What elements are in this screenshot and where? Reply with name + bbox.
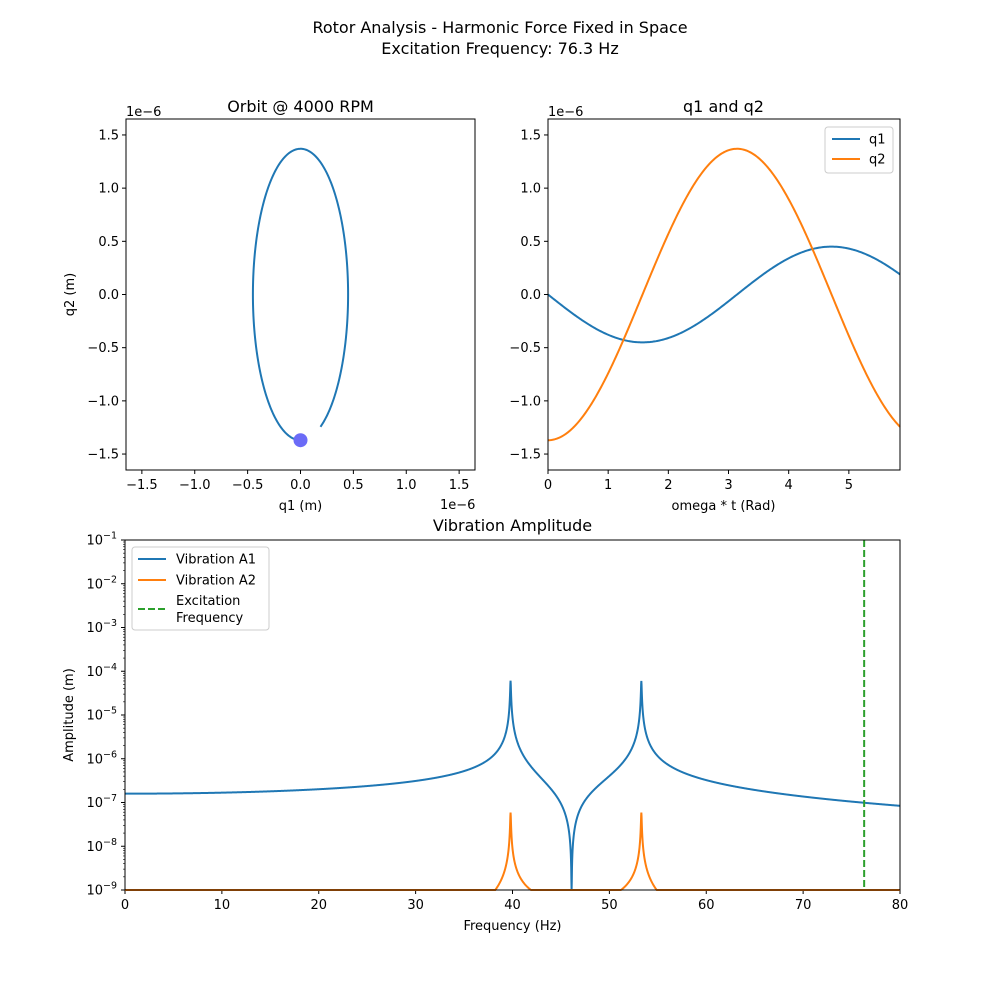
- freq-xtick-label: 80: [892, 898, 909, 913]
- time-ytick-label: −0.5: [509, 341, 541, 356]
- freq-title: Vibration Amplitude: [433, 516, 592, 535]
- freq-ytick-label: 10−4: [86, 662, 117, 680]
- freq-legend-box: [131, 546, 270, 631]
- freq-xtick-label: 40: [504, 898, 521, 913]
- freq-xtick-label: 0: [121, 898, 129, 913]
- figure-title-line2: Excitation Frequency: 76.3 Hz: [381, 39, 619, 58]
- freq-ytick-label: 10−3: [86, 618, 117, 636]
- orbit-xtick-label: −1.5: [126, 478, 158, 493]
- legend-q2-label: q2: [869, 153, 886, 168]
- freq-xtick-label: 20: [310, 898, 327, 913]
- orbit-y-offset: 1e−6: [126, 105, 161, 120]
- orbit-ylabel: q2 (m): [63, 273, 78, 316]
- orbit-line: [251, 147, 350, 442]
- freq-ytick-label: 10−9: [86, 881, 117, 899]
- freq-xtick-label: 10: [214, 898, 231, 913]
- freq-xtick-label: 50: [601, 898, 618, 913]
- orbit-ytick-label: −1.0: [87, 394, 119, 409]
- orbit-axes-frame: [125, 118, 476, 471]
- freq-ylabel: Amplitude (m): [62, 668, 77, 762]
- orbit-ytick-label: 0.5: [98, 235, 119, 250]
- orbit-ytick-label: 1.5: [98, 128, 119, 143]
- legend-q1-label: q1: [869, 133, 886, 148]
- time-ytick-label: −1.0: [509, 394, 541, 409]
- series-q2-line: [547, 147, 901, 442]
- freq-subplot: Vibration Amplitude Frequency (Hz) Ampli…: [62, 516, 908, 934]
- freq-ytick-label: 10−2: [86, 574, 117, 592]
- orbit-xtick-label: 1.5: [449, 478, 470, 493]
- orbit-x-offset: 1e−6: [440, 498, 475, 513]
- freq-ytick-label: 10−5: [86, 706, 117, 724]
- time-ytick-label: 1.5: [520, 128, 541, 143]
- time-xtick-label: 4: [785, 478, 793, 493]
- time-xtick-label: 5: [845, 478, 853, 493]
- orbit-xtick-label: −1.0: [179, 478, 211, 493]
- freq-legend: Vibration A1 Vibration A2 Excitation Fre…: [131, 546, 270, 631]
- time-xtick-label: 3: [724, 478, 732, 493]
- time-ytick-label: 1.0: [520, 182, 541, 197]
- time-subplot: q1 and q2 omega * t (Rad) 1e−6 0 1 2 3 4 5 −1.…: [509, 97, 901, 514]
- time-legend: q1 q2: [824, 126, 894, 174]
- time-ytick-label: 0.5: [520, 235, 541, 250]
- figure-title-line1: Rotor Analysis - Harmonic Force Fixed in…: [312, 18, 688, 37]
- freq-axes-frame: [124, 539, 901, 891]
- time-title: q1 and q2: [683, 97, 764, 116]
- legend-a2-label: Vibration A2: [176, 574, 256, 589]
- orbit-title: Orbit @ 4000 RPM: [227, 97, 374, 116]
- time-axes-frame: [547, 118, 901, 471]
- freq-ytick-label: 10−1: [86, 531, 117, 549]
- time-xtick-label: 2: [664, 478, 672, 493]
- freq-xtick-label: 30: [407, 898, 424, 913]
- orbit-xtick-label: −0.5: [232, 478, 264, 493]
- orbit-subplot: Orbit @ 4000 RPM q1 (m) q2 (m) 1e−6 1e−6…: [63, 97, 476, 514]
- freq-ytick-label: 10−7: [86, 793, 117, 811]
- time-ytick-label: −1.5: [509, 448, 541, 463]
- time-xtick-label: 0: [544, 478, 552, 493]
- freq-ytick-label: 10−8: [86, 837, 117, 855]
- orbit-xtick-label: 1.0: [396, 478, 417, 493]
- orbit-marker-point: [293, 433, 308, 448]
- orbit-ytick-label: −1.5: [87, 448, 119, 463]
- legend-excitation-label-line1: Excitation: [176, 594, 240, 609]
- series-q1-line: [547, 245, 901, 344]
- freq-xlabel: Frequency (Hz): [463, 919, 561, 934]
- freq-xtick-label: 70: [795, 898, 812, 913]
- orbit-ytick-label: 1.0: [98, 182, 119, 197]
- orbit-xtick-label: 0.0: [290, 478, 311, 493]
- orbit-ytick-label: −0.5: [87, 341, 119, 356]
- series-vibration-a1-line: [125, 680, 901, 891]
- series-vibration-a2-line: [125, 812, 900, 891]
- orbit-ytick-label: 0.0: [98, 288, 119, 303]
- time-ytick-label: 0.0: [520, 288, 541, 303]
- orbit-xtick-label: 0.5: [343, 478, 364, 493]
- legend-excitation-label-line2: Frequency: [176, 611, 243, 626]
- time-xtick-label: 1: [604, 478, 612, 493]
- time-y-offset: 1e−6: [548, 105, 583, 120]
- freq-ytick-label: 10−6: [86, 749, 117, 767]
- orbit-xlabel: q1 (m): [279, 499, 322, 514]
- freq-xtick-label: 60: [698, 898, 715, 913]
- time-xlabel: omega * t (Rad): [672, 499, 776, 514]
- legend-a1-label: Vibration A1: [176, 553, 256, 568]
